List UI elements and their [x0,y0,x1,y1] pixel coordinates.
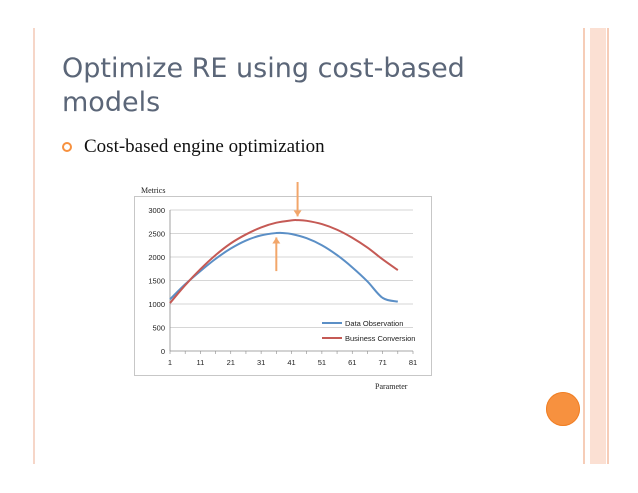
annotation-arrowhead-1 [272,237,281,244]
right-rail-thin [583,28,585,464]
series-line-data-observation [169,231,399,303]
left-guide-line [33,28,35,464]
legend-label-0: Data Observation [345,319,403,328]
bullet-text: Cost-based engine optimization [84,136,325,157]
x-tick-label-21: 21 [227,358,235,367]
bullet-ring-icon [62,142,72,152]
x-tick-label-1: 1 [168,358,172,367]
y-tick-label-1000: 1000 [148,300,165,309]
bullet-item: Cost-based engine optimization [62,136,325,158]
decorative-orange-circle [546,392,580,426]
y-tick-label-2000: 2000 [148,253,165,262]
x-tick-label-81: 81 [409,358,417,367]
y-tick-label-3000: 3000 [148,206,165,215]
right-rail-thick [590,28,606,464]
slide-title: Optimize RE using cost-based models [62,53,465,118]
y-tick-label-0: 0 [161,347,165,356]
x-tick-label-61: 61 [348,358,356,367]
right-rail-thin-outer [607,28,609,464]
x-tick-label-51: 51 [318,358,326,367]
legend-label-1: Business Conversion [345,334,415,343]
series-line-business-conversion [169,219,399,304]
x-axis-label: Parameter [375,382,408,391]
y-tick-label-500: 500 [152,324,165,333]
annotation-arrowhead-0 [293,210,302,217]
y-tick-label-1500: 1500 [148,277,165,286]
x-tick-label-71: 71 [378,358,386,367]
x-tick-label-41: 41 [287,358,295,367]
x-tick-label-31: 31 [257,358,265,367]
y-axis-label: Metrics [141,186,166,195]
y-tick-label-2500: 2500 [148,230,165,239]
x-tick-label-11: 11 [196,358,204,367]
